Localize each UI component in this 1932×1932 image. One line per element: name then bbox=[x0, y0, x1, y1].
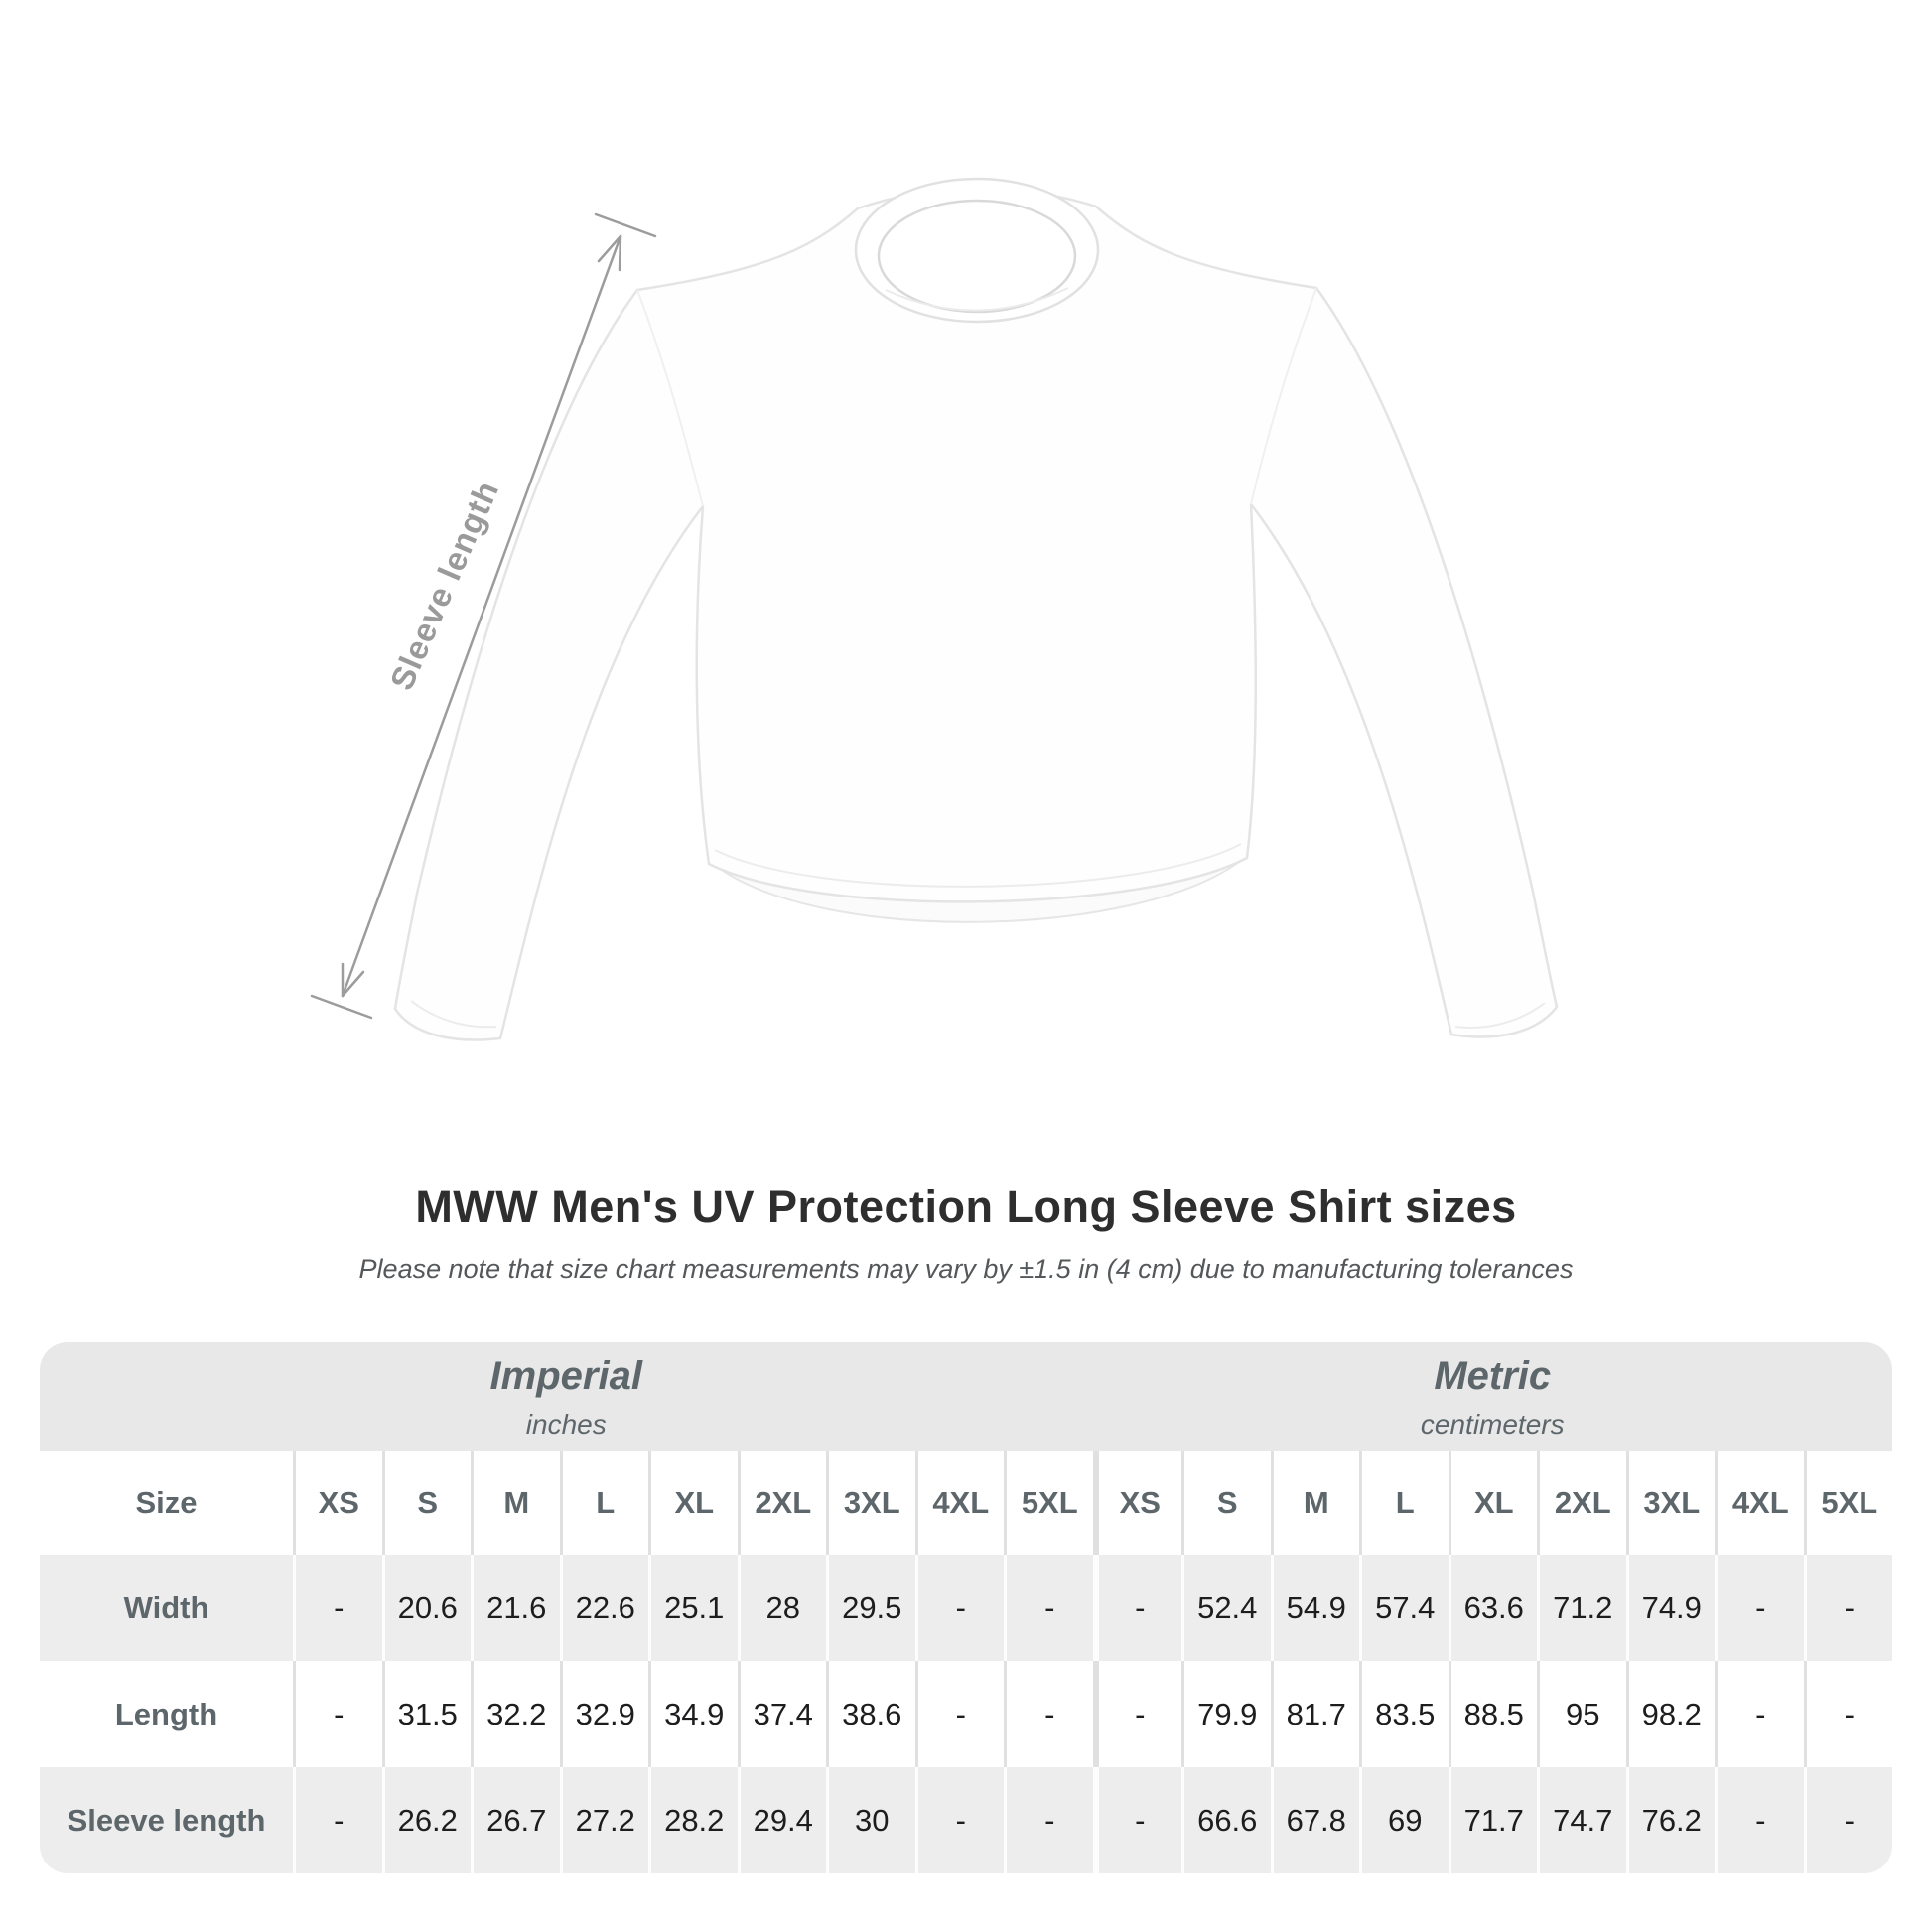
unit-group-unit: centimeters bbox=[1420, 1408, 1565, 1440]
table-cell: 83.5 bbox=[1359, 1661, 1449, 1767]
col-header-imperial-2xl: 2XL bbox=[737, 1451, 826, 1555]
col-header-metric-2xl: 2XL bbox=[1537, 1451, 1626, 1555]
table-cell: - bbox=[1715, 1661, 1804, 1767]
table-cell: - bbox=[1004, 1661, 1093, 1767]
size-table: Imperial inches Metric centimeters Size … bbox=[40, 1342, 1892, 1873]
table-cell: - bbox=[293, 1767, 382, 1873]
table-cell: - bbox=[1803, 1555, 1892, 1661]
page-title: MWW Men's UV Protection Long Sleeve Shir… bbox=[415, 1181, 1517, 1232]
table-cell: 74.7 bbox=[1537, 1767, 1626, 1873]
col-header-imperial-m: M bbox=[471, 1451, 560, 1555]
col-header-metric-5xl: 5XL bbox=[1803, 1451, 1892, 1555]
table-cell: 52.4 bbox=[1181, 1555, 1271, 1661]
table-cell: - bbox=[293, 1555, 382, 1661]
table-cell: - bbox=[1803, 1767, 1892, 1873]
table-cell: - bbox=[914, 1661, 1004, 1767]
col-header-metric-s: S bbox=[1181, 1451, 1271, 1555]
table-cell: - bbox=[1715, 1767, 1804, 1873]
col-header-metric-4xl: 4XL bbox=[1715, 1451, 1804, 1555]
table-cell: 88.5 bbox=[1448, 1661, 1537, 1767]
table-cell: - bbox=[914, 1555, 1004, 1661]
table-cell: 67.8 bbox=[1270, 1767, 1359, 1873]
table-cell: 29.4 bbox=[737, 1767, 826, 1873]
table-cell: 79.9 bbox=[1181, 1661, 1271, 1767]
table-cell: 29.5 bbox=[826, 1555, 915, 1661]
table-cell: - bbox=[1092, 1661, 1181, 1767]
front-hem-stitch bbox=[714, 843, 1242, 888]
collar-inner bbox=[877, 199, 1077, 314]
col-header-metric-m: M bbox=[1270, 1451, 1359, 1555]
armhole-seam-left bbox=[636, 289, 704, 507]
table-cell: 30 bbox=[826, 1767, 915, 1873]
table-cell: 98.2 bbox=[1625, 1661, 1715, 1767]
sleeve-length-arrow bbox=[310, 212, 657, 1020]
table-cell: 54.9 bbox=[1270, 1555, 1359, 1661]
table-cell: 28 bbox=[737, 1555, 826, 1661]
table-cell: 28.2 bbox=[648, 1767, 738, 1873]
unit-group-name: Imperial bbox=[489, 1353, 642, 1398]
table-cell: - bbox=[914, 1767, 1004, 1873]
table-cell: 26.2 bbox=[381, 1767, 471, 1873]
table-cell: 38.6 bbox=[826, 1661, 915, 1767]
table-cell: 63.6 bbox=[1448, 1555, 1537, 1661]
table-cell: 81.7 bbox=[1270, 1661, 1359, 1767]
col-header-metric-xl: XL bbox=[1448, 1451, 1537, 1555]
cuff-stitch-left bbox=[410, 1000, 497, 1029]
row-label-length: Length bbox=[40, 1661, 293, 1767]
table-cell: - bbox=[1092, 1767, 1181, 1873]
table-cell: 37.4 bbox=[737, 1661, 826, 1767]
armhole-seam-right bbox=[1250, 287, 1317, 505]
page-subtitle: Please note that size chart measurements… bbox=[358, 1254, 1574, 1284]
table-cell: - bbox=[1004, 1555, 1093, 1661]
table-cell: 26.7 bbox=[471, 1767, 560, 1873]
table-cell: 71.2 bbox=[1537, 1555, 1626, 1661]
col-header-imperial-xl: XL bbox=[648, 1451, 738, 1555]
table-cell: - bbox=[1715, 1555, 1804, 1661]
table-cell: 66.6 bbox=[1181, 1767, 1271, 1873]
table-cell: 76.2 bbox=[1625, 1767, 1715, 1873]
row-label-sleeve-length: Sleeve length bbox=[40, 1767, 293, 1873]
table-cell: 71.7 bbox=[1448, 1767, 1537, 1873]
col-header-metric-l: L bbox=[1359, 1451, 1449, 1555]
table-cell: 32.9 bbox=[559, 1661, 648, 1767]
col-header-metric-3xl: 3XL bbox=[1625, 1451, 1715, 1555]
table-cell: 32.2 bbox=[471, 1661, 560, 1767]
table-cell: - bbox=[1803, 1661, 1892, 1767]
col-header-imperial-5xl: 5XL bbox=[1004, 1451, 1093, 1555]
size-col-header: Size bbox=[40, 1451, 293, 1555]
unit-group-imperial: Imperial inches bbox=[40, 1342, 1093, 1451]
col-header-imperial-l: L bbox=[559, 1451, 648, 1555]
col-header-metric-xs: XS bbox=[1092, 1451, 1181, 1555]
table-cell: 69 bbox=[1359, 1767, 1449, 1873]
table-cell: - bbox=[1092, 1555, 1181, 1661]
table-cell: 74.9 bbox=[1625, 1555, 1715, 1661]
table-cell: 22.6 bbox=[559, 1555, 648, 1661]
shirt-figure: Sleeve length bbox=[310, 177, 1559, 1041]
collar-stitch bbox=[885, 287, 1069, 312]
col-header-imperial-4xl: 4XL bbox=[914, 1451, 1004, 1555]
table-cell: 25.1 bbox=[648, 1555, 738, 1661]
unit-group-metric: Metric centimeters bbox=[1092, 1342, 1892, 1451]
table-cell: 34.9 bbox=[648, 1661, 738, 1767]
unit-group-name: Metric bbox=[1434, 1353, 1552, 1398]
table-cell: - bbox=[293, 1661, 382, 1767]
col-header-imperial-s: S bbox=[381, 1451, 471, 1555]
col-header-imperial-3xl: 3XL bbox=[826, 1451, 915, 1555]
table-cell: 27.2 bbox=[559, 1767, 648, 1873]
table-cell: 20.6 bbox=[381, 1555, 471, 1661]
row-label-width: Width bbox=[40, 1555, 293, 1661]
cuff-stitch-right bbox=[1454, 1002, 1546, 1029]
table-cell: 95 bbox=[1537, 1661, 1626, 1767]
col-header-imperial-xs: XS bbox=[293, 1451, 382, 1555]
table-cell: 21.6 bbox=[471, 1555, 560, 1661]
unit-group-unit: inches bbox=[525, 1408, 607, 1440]
table-cell: - bbox=[1004, 1767, 1093, 1873]
table-cell: 57.4 bbox=[1359, 1555, 1449, 1661]
shirt-body bbox=[393, 188, 1559, 1041]
table-cell: 31.5 bbox=[381, 1661, 471, 1767]
